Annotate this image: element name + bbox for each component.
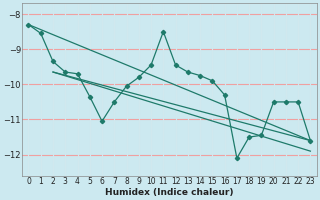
X-axis label: Humidex (Indice chaleur): Humidex (Indice chaleur) [105,188,234,197]
